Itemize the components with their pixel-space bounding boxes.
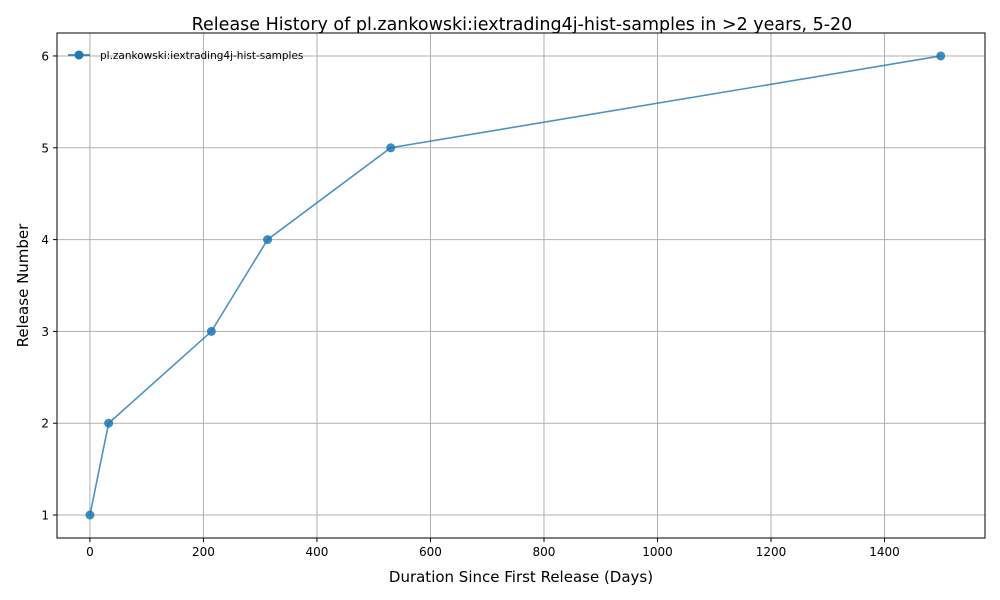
x-tick-label: 1400 [869,545,900,559]
legend: pl.zankowski:iextrading4j-hist-samples [68,50,303,62]
data-point [386,143,396,153]
grid [57,33,985,538]
legend-label: pl.zankowski:iextrading4j-hist-samples [100,50,303,62]
chart-title: Release History of pl.zankowski:iextradi… [192,15,853,35]
y-tick-label: 2 [41,417,49,431]
y-tick-label: 4 [41,233,49,247]
x-tick-label: 1200 [756,545,787,559]
y-tick-label: 1 [41,509,49,523]
data-point [206,326,216,336]
x-tick-label: 400 [306,545,329,559]
x-axis-label: Duration Since First Release (Days) [389,568,653,586]
ticks: 0 200 400 600 800 1000 1200 1400 1 2 3 4 5 6 [41,49,899,559]
x-tick-label: 600 [419,545,442,559]
y-tick-label: 6 [41,49,49,63]
x-tick-label: 0 [86,545,94,559]
y-axis-label: Release Number [14,223,32,347]
data-point [85,510,95,520]
x-tick-label: 200 [192,545,215,559]
plot-frame [56,32,986,539]
legend-marker [74,50,84,60]
y-tick-label: 3 [41,325,49,339]
data-point [104,418,114,428]
data-point [936,51,946,61]
x-tick-label: 800 [533,545,556,559]
data-point [263,235,273,245]
y-tick-label: 5 [41,141,49,155]
series-line [89,55,941,516]
series-layer [85,51,946,520]
x-tick-label: 1000 [642,545,673,559]
